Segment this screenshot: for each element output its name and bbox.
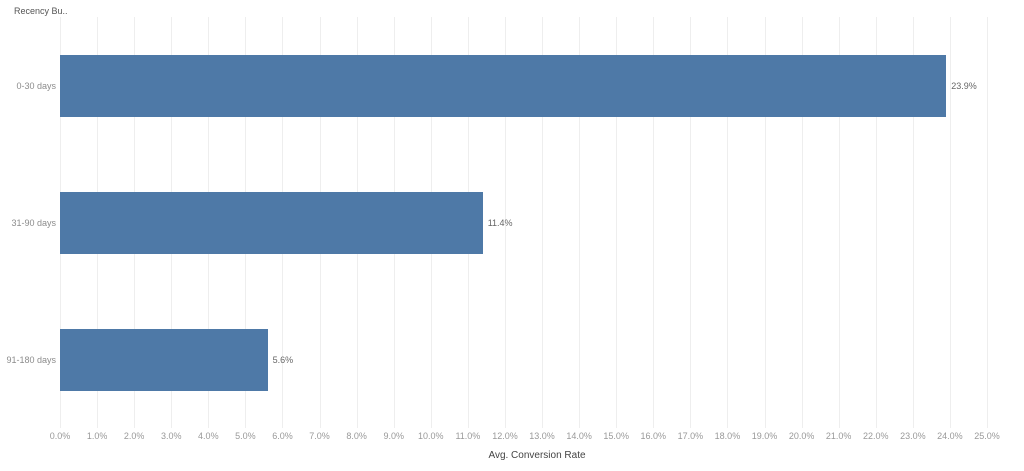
x-tick-label: 3.0% xyxy=(160,431,182,441)
gridline xyxy=(727,17,729,428)
x-tick-label: 2.0% xyxy=(123,431,145,441)
x-tick-label: 17.0% xyxy=(677,431,704,441)
x-tick-label: 19.0% xyxy=(751,431,778,441)
x-tick-label: 5.0% xyxy=(235,431,256,441)
gridline xyxy=(949,17,951,428)
gridline xyxy=(579,17,581,428)
x-tick-label: 13.0% xyxy=(529,431,555,441)
x-axis-title: Avg. Conversion Rate xyxy=(488,450,586,461)
gridline xyxy=(504,17,506,428)
row-field-label: Recency Bu.. xyxy=(14,6,68,16)
bar[interactable] xyxy=(60,328,268,391)
x-tick-label: 24.0% xyxy=(937,431,963,441)
x-tick-label: 11.0% xyxy=(455,431,481,441)
category-label: 91-180 days xyxy=(6,354,56,365)
x-tick-label: 12.0% xyxy=(492,431,518,441)
x-tick-label: 4.0% xyxy=(198,431,219,441)
gridline xyxy=(542,17,544,428)
x-tick-label: 16.0% xyxy=(640,431,667,441)
category-label: 31-90 days xyxy=(11,217,56,228)
gridline xyxy=(801,17,803,428)
gridline xyxy=(764,17,766,428)
bar-value-label: 11.4% xyxy=(487,217,513,228)
x-tick-label: 18.0% xyxy=(714,431,741,441)
x-tick-label: 6.0% xyxy=(272,431,293,441)
x-tick-label: 15.0% xyxy=(603,431,629,441)
bar[interactable] xyxy=(60,54,947,117)
x-tick-label: 1.0% xyxy=(86,431,108,441)
x-tick-label: 14.0% xyxy=(566,431,592,441)
x-tick-label: 22.0% xyxy=(862,431,889,441)
x-tick-label: 21.0% xyxy=(825,431,852,441)
x-tick-label: 25.0% xyxy=(974,431,1000,441)
x-tick-label: 8.0% xyxy=(346,431,367,441)
category-label: 0-30 days xyxy=(16,80,56,91)
x-tick-label: 9.0% xyxy=(383,431,404,441)
x-tick-label: 20.0% xyxy=(788,431,815,441)
x-tick-label: 7.0% xyxy=(309,431,330,441)
gridline xyxy=(838,17,840,428)
bar[interactable] xyxy=(60,191,483,254)
plot-area: 23.9% 11.4% 5.6% xyxy=(60,17,1014,428)
x-tick-label: 10.0% xyxy=(418,431,444,441)
bar-value-label: 5.6% xyxy=(272,354,294,365)
gridline xyxy=(690,17,692,428)
gridline xyxy=(616,17,618,428)
gridline xyxy=(987,17,988,428)
x-tick-label: 23.0% xyxy=(900,431,926,441)
gridline xyxy=(912,17,914,428)
gridline xyxy=(875,17,877,428)
bar-value-label: 23.9% xyxy=(951,80,977,91)
x-tick-label: 0.0% xyxy=(49,431,71,441)
gridline xyxy=(653,17,655,428)
